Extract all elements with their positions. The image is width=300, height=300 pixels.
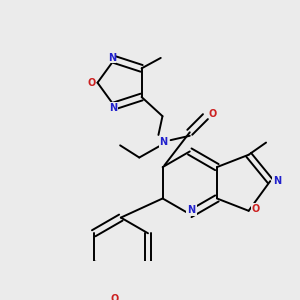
- Text: N: N: [273, 176, 281, 186]
- Text: O: O: [111, 294, 119, 300]
- Text: O: O: [208, 109, 217, 119]
- Text: O: O: [87, 78, 95, 88]
- Text: N: N: [188, 205, 196, 215]
- Text: O: O: [251, 204, 260, 214]
- Text: N: N: [160, 137, 168, 147]
- Text: N: N: [108, 53, 116, 63]
- Text: N: N: [110, 103, 118, 112]
